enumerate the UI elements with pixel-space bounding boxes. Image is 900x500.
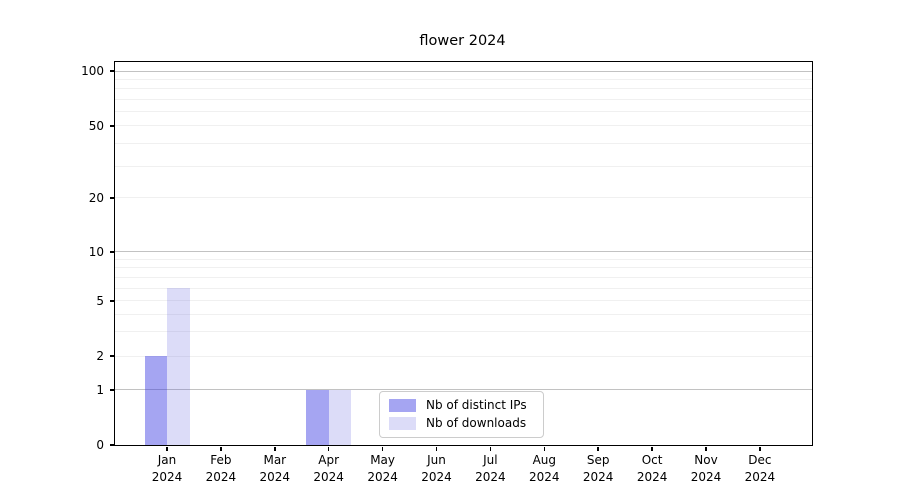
x-tick-label-year: 2024: [582, 470, 614, 484]
legend-label-distinct-ips: Nb of distinct IPs: [426, 398, 527, 413]
bar-distinct-ips: [306, 389, 329, 445]
y-gridline-minor: [115, 287, 812, 289]
x-tick: [543, 446, 546, 451]
y-tick-label: 100: [81, 64, 104, 78]
x-tick-label: May 2024: [353, 452, 413, 486]
legend: Nb of distinct IPs Nb of downloads: [379, 391, 544, 438]
x-tick: [435, 446, 438, 451]
x-tick-label-year: 2024: [313, 470, 344, 484]
y-tick-label: 1: [96, 382, 104, 397]
y-gridline-minor: [115, 258, 812, 260]
y-tick-label: 5: [96, 293, 104, 308]
x-tick-label: Mar 2024: [245, 452, 305, 486]
legend-item-downloads: Nb of downloads: [389, 415, 534, 432]
y-tick-label: 0: [96, 438, 104, 452]
x-tick: [166, 446, 168, 451]
x-tick-label: Apr 2024: [299, 452, 359, 486]
x-tick-label: Jan 2024: [137, 452, 197, 486]
x-tick: [705, 446, 707, 451]
x-tick-label-year: 2024: [421, 470, 452, 484]
x-tick-label: Nov 2024: [676, 452, 736, 486]
x-tick-label: Dec 2024: [730, 452, 790, 486]
plot-area: Nb of distinct IPs Nb of downloads 0 1 2 5 1…: [81, 61, 813, 484]
y-gridline: [115, 70, 812, 72]
x-tick: [489, 446, 492, 451]
y-tick: [110, 70, 114, 72]
x-tick-label-year: 2024: [636, 470, 668, 484]
x-tick-label-year: 2024: [367, 470, 398, 484]
y-tick-label: 50: [88, 118, 104, 133]
y-gridline: [115, 355, 812, 357]
x-tick-label-year: 2024: [744, 470, 776, 484]
legend-swatch-distinct-ips-icon: [389, 399, 416, 413]
legend-swatch-downloads-icon: [389, 416, 416, 430]
y-gridline-minor: [115, 267, 812, 269]
x-tick-label: Sep 2024: [568, 452, 628, 486]
y-gridline-minor: [115, 165, 812, 167]
x-tick: [274, 446, 276, 451]
bar-downloads: [328, 389, 352, 445]
y-gridline-minor: [115, 276, 812, 278]
y-tick: [110, 251, 114, 253]
y-tick: [110, 389, 114, 391]
y-gridline: [115, 125, 812, 127]
y-gridline-minor: [115, 142, 812, 144]
bar-downloads: [167, 288, 190, 445]
y-tick: [110, 355, 114, 357]
y-gridline-minor: [115, 98, 812, 100]
bar-distinct-ips: [144, 356, 167, 445]
y-gridline: [115, 389, 812, 391]
x-tick-label-year: 2024: [475, 470, 506, 484]
x-tick-label-year: 2024: [259, 470, 291, 484]
y-tick: [110, 444, 114, 446]
y-gridline-minor: [115, 88, 812, 90]
y-tick: [110, 197, 114, 199]
x-tick-label-year: 2024: [690, 470, 722, 484]
x-tick-label: Jun 2024: [407, 452, 467, 486]
y-tick: [110, 125, 114, 127]
x-tick-label: Oct 2024: [622, 452, 682, 486]
x-tick: [220, 446, 222, 451]
y-gridline: [115, 300, 812, 302]
y-gridline-minor: [115, 331, 812, 333]
y-gridline-minor: [115, 78, 812, 80]
x-tick-label: Jul 2024: [460, 452, 520, 486]
legend-label-downloads: Nb of downloads: [426, 415, 527, 430]
x-tick: [327, 446, 330, 451]
x-tick-label-year: 2024: [529, 470, 560, 484]
legend-item-distinct-ips: Nb of distinct IPs: [389, 397, 534, 414]
y-gridline-minor: [115, 313, 812, 315]
x-tick: [381, 446, 384, 451]
y-tick: [110, 300, 114, 302]
x-tick-label-year: 2024: [205, 470, 237, 484]
x-tick: [651, 446, 653, 451]
y-tick-label: 10: [88, 244, 104, 259]
chart-title: flower 2024: [419, 33, 506, 49]
x-tick-label: Aug 2024: [514, 452, 574, 486]
x-tick-label: Feb 2024: [191, 452, 251, 486]
y-gridline: [115, 251, 812, 253]
x-tick: [597, 446, 599, 451]
x-tick: [759, 446, 761, 451]
y-tick-label: 20: [88, 190, 104, 205]
y-gridline-minor: [115, 111, 812, 112]
x-tick-label-year: 2024: [151, 470, 183, 484]
y-tick-label: 2: [96, 349, 104, 364]
y-gridline: [115, 197, 812, 199]
